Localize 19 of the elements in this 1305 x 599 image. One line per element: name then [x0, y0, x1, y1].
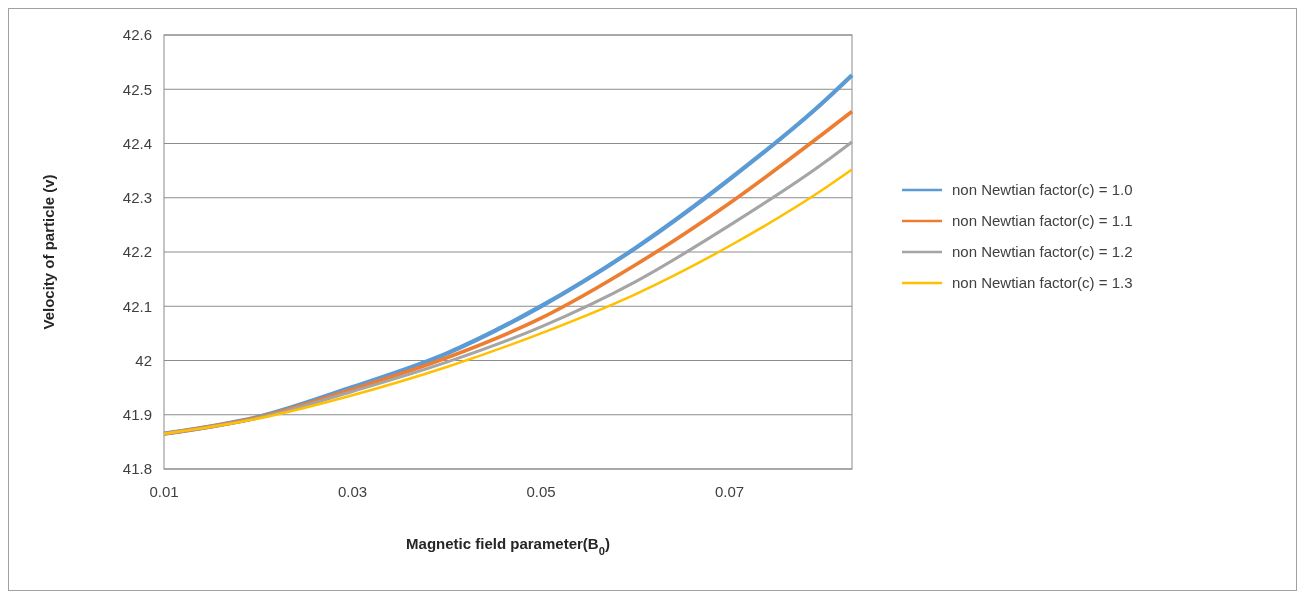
x-tick-label: 0.05 — [526, 483, 556, 500]
y-tick-label: 42.1 — [122, 297, 152, 315]
y-axis-title: Velocity of particle (v) — [40, 174, 57, 330]
y-tick-label: 41.8 — [122, 460, 152, 478]
y-tick-label: 42 — [135, 351, 152, 369]
x-tick-label: 0.07 — [714, 483, 745, 500]
legend-label: non Newtian factor(c) = 1.2 — [952, 243, 1133, 261]
y-tick-label: 42.5 — [122, 80, 152, 98]
y-tick-label: 42.4 — [122, 134, 152, 152]
y-tick-label: 42.2 — [122, 243, 152, 261]
y-tick-label: 41.9 — [122, 406, 152, 423]
x-tick-label: 0.03 — [337, 483, 368, 500]
legend-label: non Newtian factor(c) = 1.0 — [952, 181, 1133, 199]
legend-label: non Newtian factor(c) = 1.1 — [952, 212, 1133, 230]
legend-label: non Newtian factor(c) = 1.3 — [952, 274, 1133, 292]
x-tick-label: 0.01 — [149, 483, 179, 500]
y-tick-label: 42.6 — [122, 26, 152, 44]
x-axis-title: Magnetic field parameter(B$_{0}$) — [406, 535, 610, 557]
y-tick-label: 42.3 — [122, 189, 152, 206]
